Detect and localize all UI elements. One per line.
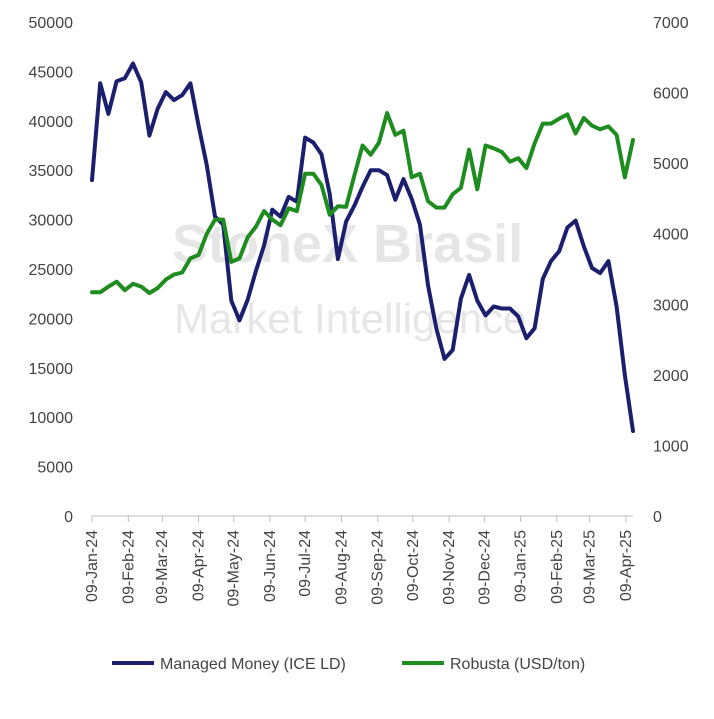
left-axis-tick-label: 30000 [29,213,74,230]
legend: Managed Money (ICE LD) Robusta (USD/ton) [112,656,585,673]
x-axis-tick-label: 09-Jun-24 [262,530,279,602]
series-line-1 [90,61,635,433]
x-axis-tick-label: 09-Apr-25 [618,530,635,601]
x-axis-tick-label: 09-Jan-25 [513,530,530,602]
axes: 0500010000150002000025000300003500040000… [29,15,689,606]
left-axis-tick-label: 15000 [29,361,74,378]
legend-label-1: Managed Money (ICE LD) [160,656,346,673]
right-axis-tick-label: 0 [653,509,662,526]
x-axis-tick-label: 09-Apr-24 [191,530,208,601]
x-axis-tick-label: 09-Feb-25 [549,530,566,604]
left-axis-tick-label: 10000 [29,410,74,427]
right-axis-tick-label: 2000 [653,368,689,385]
left-axis-tick-label: 40000 [29,114,74,131]
right-axis-tick-label: 1000 [653,438,689,455]
left-axis-tick-label: 45000 [29,64,74,81]
x-axis-tick-label: 09-Nov-24 [441,530,458,605]
left-axis-tick-label: 50000 [29,15,74,32]
right-axis-tick-label: 4000 [653,227,689,244]
x-axis-tick-label: 09-Feb-24 [120,530,137,604]
x-axis-tick-label: 09-Mar-24 [154,530,171,604]
x-axis-tick-label: 09-Oct-24 [405,530,422,601]
right-axis-tick-label: 6000 [653,86,689,103]
x-axis-tick-label: 09-Jan-24 [84,530,101,602]
x-axis-tick-label: 09-Sep-24 [370,530,387,605]
legend-label-2: Robusta (USD/ton) [450,656,585,673]
right-axis-tick-label: 7000 [653,15,689,32]
series-line-2 [90,111,635,295]
watermark-tagline: Market Intelligence [174,295,527,342]
x-axis-tick-label: 09-Aug-24 [333,530,350,605]
left-axis-tick-label: 0 [64,509,73,526]
x-axis-tick-label: 09-Mar-25 [582,530,599,604]
left-axis-tick-label: 25000 [29,262,74,279]
right-axis-tick-label: 5000 [653,156,689,173]
left-axis-tick-label: 35000 [29,163,74,180]
x-axis-tick-label: 09-Dec-24 [476,530,493,605]
right-axis-tick-label: 3000 [653,297,689,314]
x-axis-tick-label: 09-Jul-24 [297,530,314,597]
x-axis-tick-label: 09-May-24 [226,530,243,607]
left-axis-tick-label: 5000 [37,460,73,477]
series-lines [90,61,635,433]
left-axis-tick-label: 20000 [29,311,74,328]
